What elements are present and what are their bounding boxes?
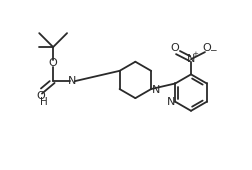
Text: N: N [186,54,195,64]
Text: O: O [202,42,210,53]
Text: N: N [68,76,76,86]
Text: O: O [49,58,57,69]
Text: N: N [151,85,159,95]
Text: −: − [208,45,216,54]
Text: O: O [36,91,45,101]
Text: +: + [191,51,197,57]
Text: H: H [40,97,48,107]
Text: N: N [166,97,174,107]
Text: O: O [170,42,179,53]
